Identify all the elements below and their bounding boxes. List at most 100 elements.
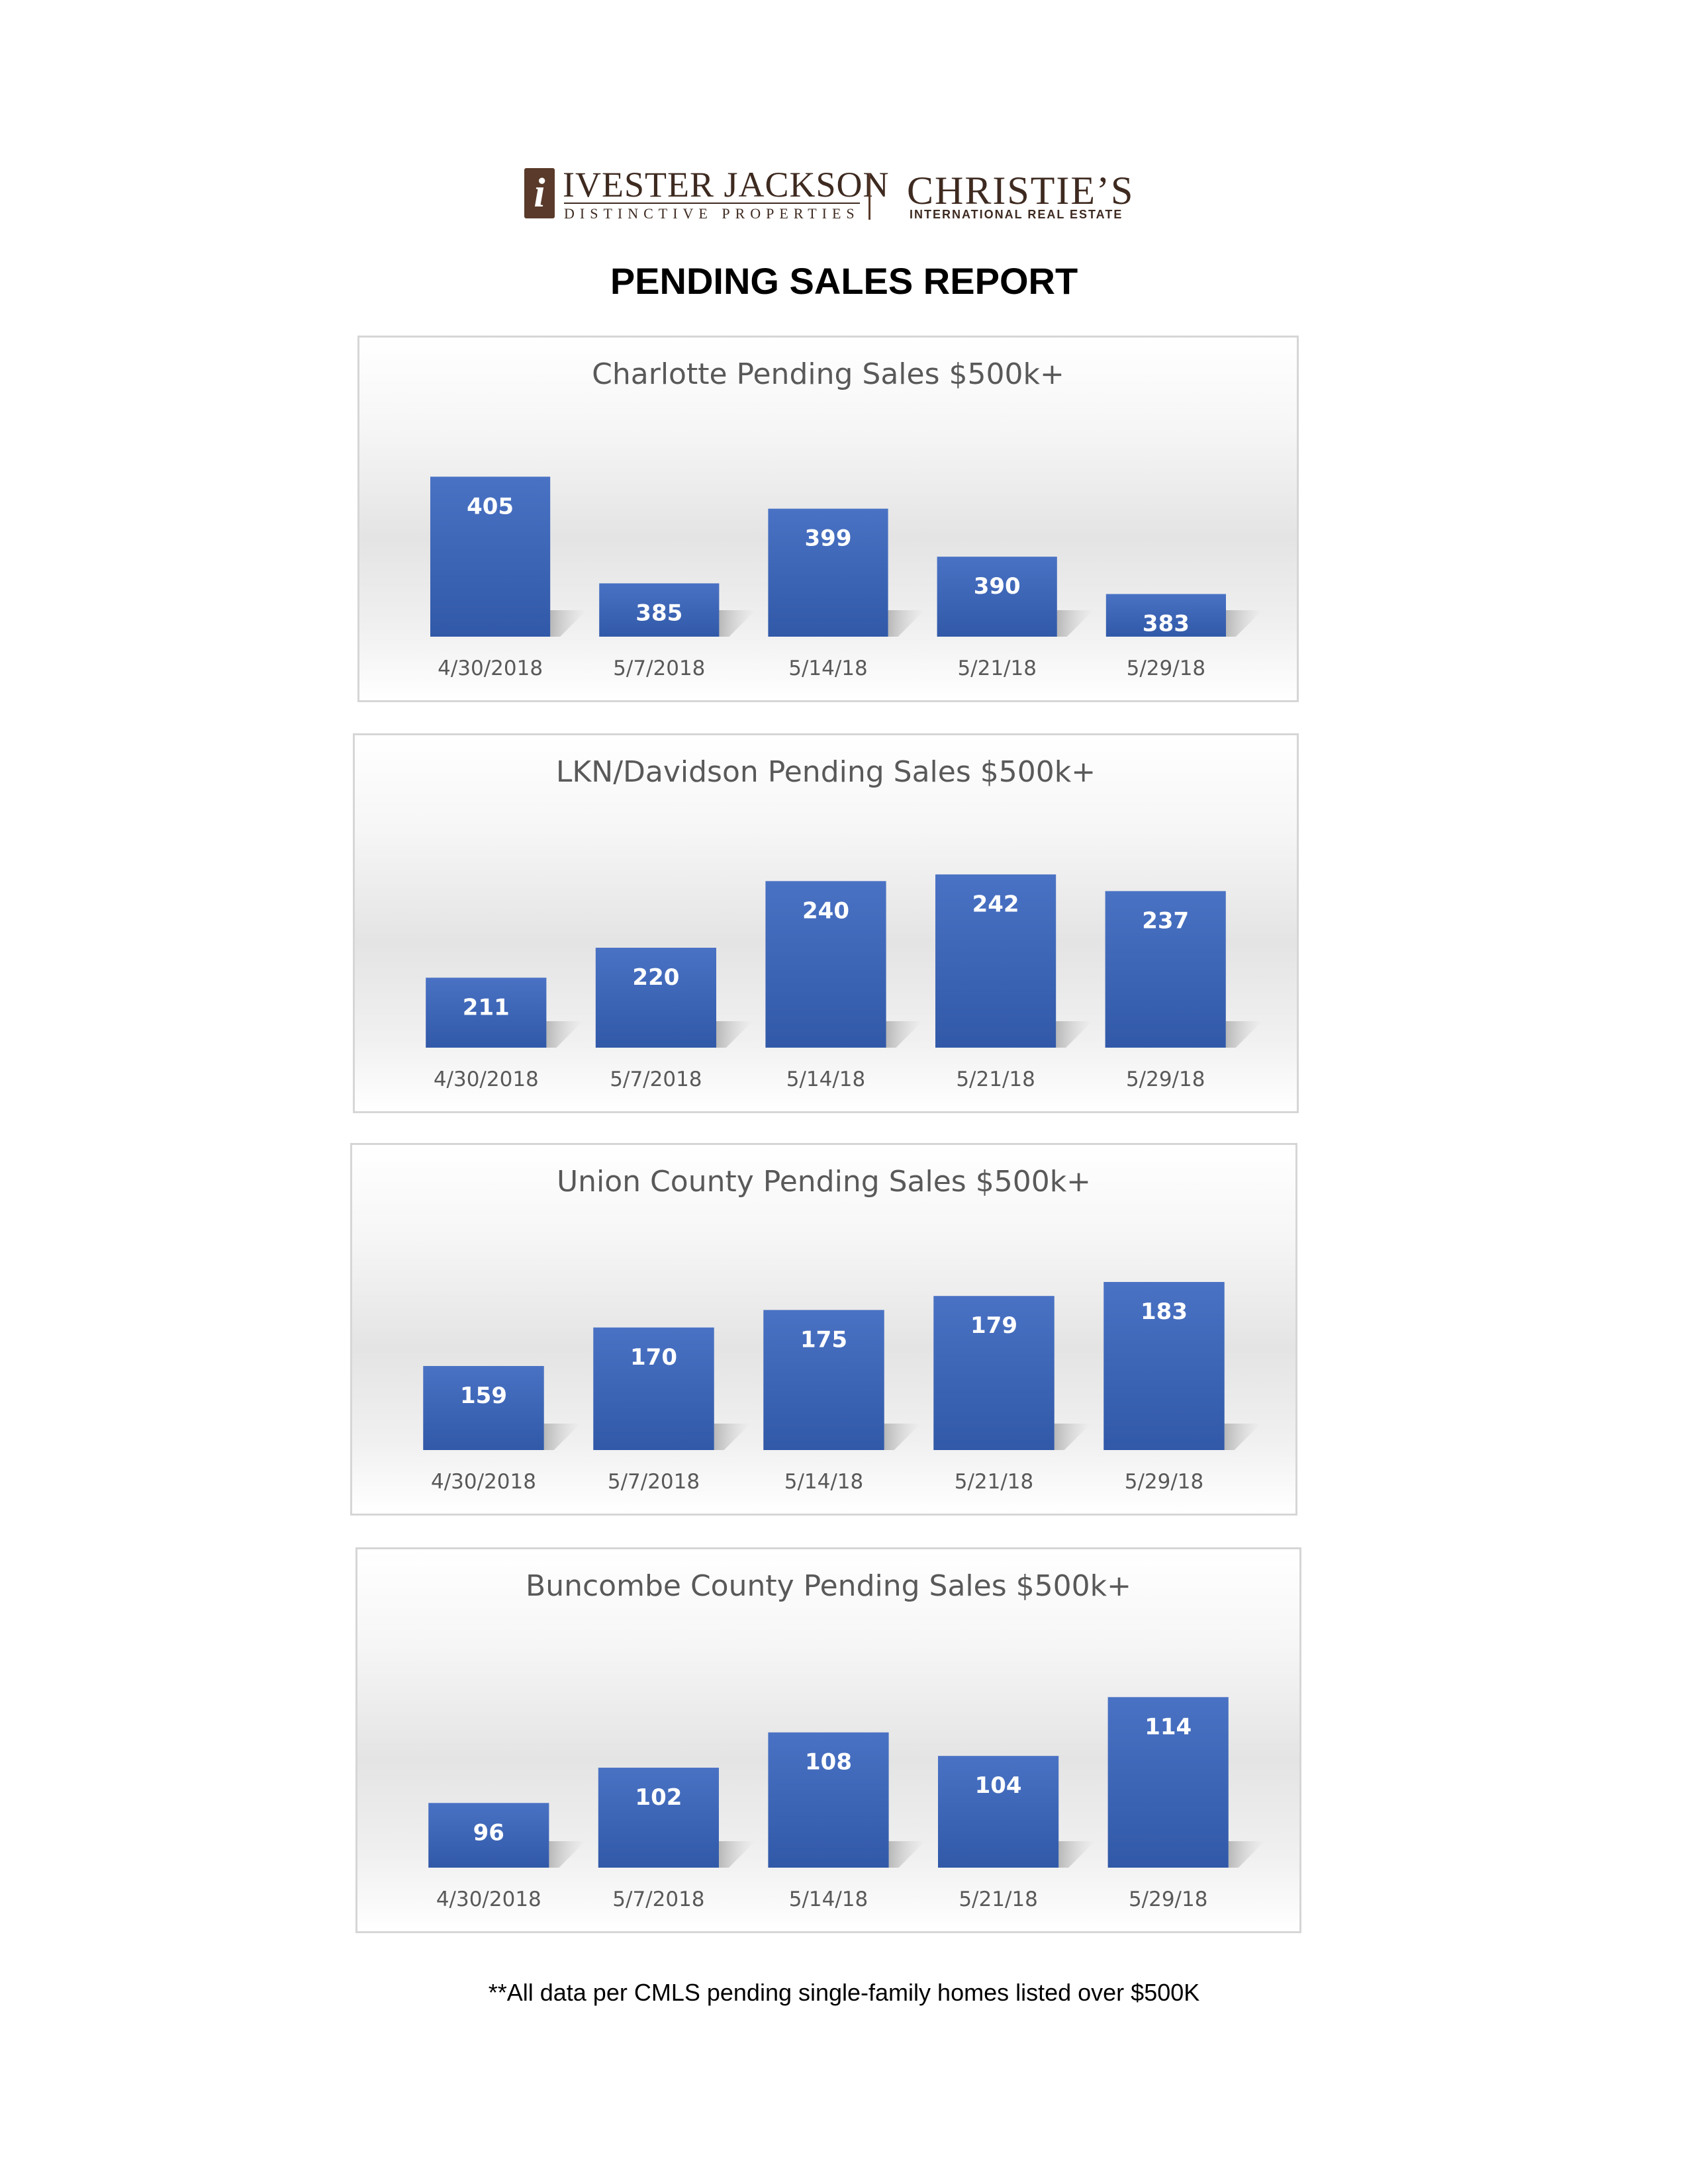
category-label: 5/7/2018: [610, 1068, 702, 1091]
bar-shadow: [718, 1841, 755, 1868]
data-label: 237: [1142, 907, 1189, 934]
bar-shadow: [716, 1021, 753, 1048]
data-label: 242: [972, 891, 1019, 917]
category-label: 5/14/18: [784, 1470, 864, 1494]
bar: [937, 557, 1057, 637]
bar-shadow: [543, 1424, 581, 1450]
chart-svg-charlotte: Charlotte Pending Sales $500k+ 405 4/30/20…: [430, 357, 1262, 680]
bar: [1105, 891, 1226, 1048]
data-label: 175: [800, 1326, 847, 1353]
data-label: 108: [805, 1749, 852, 1776]
bar-shadow: [546, 1021, 583, 1048]
data-label: 383: [1143, 611, 1190, 637]
bar-shadow: [1054, 1424, 1091, 1450]
data-label: 102: [635, 1784, 682, 1811]
data-label: 183: [1141, 1298, 1188, 1325]
bar-shadow: [714, 1424, 751, 1450]
data-label: 170: [630, 1344, 677, 1371]
data-label: 159: [460, 1383, 507, 1409]
data-label: 220: [632, 964, 679, 991]
category-label: 5/7/2018: [613, 657, 705, 680]
data-label: 399: [805, 525, 852, 552]
chart-title: LKN/Davidson Pending Sales $500k+: [556, 755, 1096, 789]
bar: [598, 1767, 719, 1868]
chart-panel-lkn-davidson: LKN/Davidson Pending Sales $500k+ 211 4/30…: [353, 733, 1299, 1113]
christies-tagline: INTERNATIONAL REAL ESTATE: [910, 208, 1123, 221]
bar: [428, 1803, 549, 1868]
bar: [593, 1327, 714, 1450]
bar-shadow: [886, 1021, 923, 1048]
bar: [763, 1310, 884, 1450]
bar-shadow: [719, 610, 756, 637]
ivester-jackson-tagline: DISTINCTIVE PROPERTIES: [564, 203, 860, 222]
ivester-jackson-logo-icon: i: [524, 168, 555, 218]
bar: [935, 874, 1056, 1048]
chart-title: Charlotte Pending Sales $500k+: [592, 357, 1064, 391]
bar: [768, 508, 888, 637]
chart-svg-buncombe-county: Buncombe County Pending Sales $500k+ 96 4/…: [428, 1569, 1265, 1911]
category-label: 5/21/18: [956, 1068, 1035, 1091]
bar-shadow: [1058, 1841, 1096, 1868]
bar: [599, 583, 720, 637]
category-label: 4/30/2018: [438, 657, 543, 680]
data-label: 114: [1145, 1713, 1192, 1740]
bar-shadow: [888, 610, 925, 637]
bar: [1107, 1697, 1229, 1868]
bar: [423, 1366, 544, 1450]
category-label: 5/7/2018: [612, 1888, 704, 1911]
category-label: 5/7/2018: [608, 1470, 700, 1494]
bar: [765, 881, 886, 1048]
bar-shadow: [549, 1841, 586, 1868]
bar: [595, 948, 716, 1048]
category-label: 5/29/18: [1125, 1470, 1204, 1494]
category-label: 5/21/18: [957, 657, 1037, 680]
category-label: 5/29/18: [1129, 1888, 1208, 1911]
category-label: 5/21/18: [959, 1888, 1038, 1911]
bar-shadow: [888, 1841, 925, 1868]
chart-svg-union-county: Union County Pending Sales $500k+ 159 4/30…: [423, 1165, 1261, 1494]
data-label: 104: [975, 1772, 1022, 1799]
chart-panel-buncombe-county: Buncombe County Pending Sales $500k+ 96 4/…: [355, 1547, 1301, 1933]
bar: [430, 477, 551, 637]
bar-shadow: [550, 610, 587, 637]
bar: [768, 1732, 889, 1868]
bar-shadow: [884, 1424, 921, 1450]
data-label: 179: [970, 1312, 1017, 1339]
category-label: 4/30/2018: [431, 1470, 536, 1494]
footnote: **All data per CMLS pending single-famil…: [488, 1979, 1200, 2006]
bar: [938, 1756, 1059, 1868]
logo-bar: i IVESTER JACKSON DISTINCTIVE PROPERTIES…: [516, 164, 1178, 230]
bar: [1103, 1282, 1225, 1450]
chart-title: Union County Pending Sales $500k+: [557, 1165, 1091, 1199]
chart-svg-lkn-davidson: LKN/Davidson Pending Sales $500k+ 211 4/30…: [426, 755, 1262, 1091]
data-label: 211: [463, 994, 510, 1021]
ivester-jackson-name: IVESTER JACKSON: [563, 165, 890, 205]
bar-shadow: [1225, 610, 1262, 637]
bar-shadow: [1225, 1021, 1262, 1048]
bar-shadow: [1056, 1021, 1093, 1048]
bar-shadow: [1224, 1424, 1261, 1450]
christies-name: CHRISTIE’S: [907, 169, 1135, 212]
category-label: 5/29/18: [1127, 657, 1206, 680]
chart-panel-union-county: Union County Pending Sales $500k+ 159 4/30…: [350, 1143, 1297, 1516]
category-label: 5/14/18: [786, 1068, 866, 1091]
category-label: 5/14/18: [789, 1888, 868, 1911]
bar: [426, 978, 547, 1048]
category-label: 4/30/2018: [434, 1068, 539, 1091]
bar: [933, 1296, 1055, 1450]
category-label: 5/14/18: [788, 657, 868, 680]
category-label: 4/30/2018: [436, 1888, 541, 1911]
chart-title: Buncombe County Pending Sales $500k+: [526, 1569, 1131, 1603]
bar-shadow: [1228, 1841, 1265, 1868]
bar-shadow: [1056, 610, 1094, 637]
data-label: 405: [467, 493, 514, 520]
data-label: 390: [974, 573, 1021, 600]
data-label: 385: [635, 600, 682, 626]
data-label: 240: [802, 897, 849, 924]
data-label: 96: [473, 1819, 504, 1846]
logo-divider: [868, 173, 870, 220]
category-label: 5/29/18: [1126, 1068, 1205, 1091]
report-title: PENDING SALES REPORT: [610, 260, 1078, 302]
chart-panel-charlotte: Charlotte Pending Sales $500k+ 405 4/30/20…: [357, 336, 1299, 702]
bar: [1105, 594, 1226, 637]
